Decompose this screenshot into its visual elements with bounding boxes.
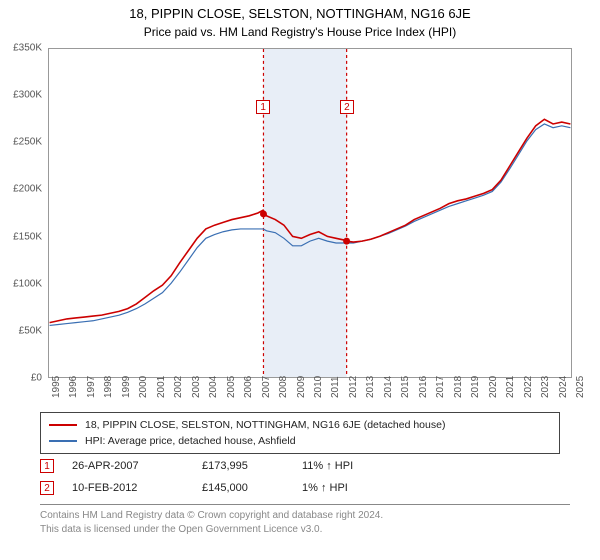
footer-attribution: Contains HM Land Registry data © Crown c… [40, 504, 570, 536]
sales-table: 1 26-APR-2007 £173,995 11% ↑ HPI 2 10-FE… [40, 455, 560, 499]
y-tick-label: £100K [2, 278, 42, 289]
y-tick-label: £250K [2, 137, 42, 148]
sale-price: £173,995 [202, 460, 302, 472]
y-tick-label: £300K [2, 90, 42, 101]
sale-marker-icon: 1 [256, 100, 270, 114]
sale-pct: 1% ↑ HPI [302, 482, 402, 494]
legend-swatch [49, 440, 77, 442]
y-tick-label: £50K [2, 325, 42, 336]
legend-swatch [49, 424, 77, 426]
y-tick-label: £200K [2, 184, 42, 195]
footer-line: Contains HM Land Registry data © Crown c… [40, 509, 570, 523]
y-tick-label: £0 [2, 373, 42, 384]
sale-date: 10-FEB-2012 [72, 482, 202, 494]
chart-subtitle: Price paid vs. HM Land Registry's House … [0, 21, 600, 39]
x-tick-label: 2025 [575, 376, 600, 398]
legend-box: 18, PIPPIN CLOSE, SELSTON, NOTTINGHAM, N… [40, 412, 560, 454]
legend-item: 18, PIPPIN CLOSE, SELSTON, NOTTINGHAM, N… [49, 417, 551, 433]
legend-label: 18, PIPPIN CLOSE, SELSTON, NOTTINGHAM, N… [85, 419, 445, 431]
y-tick-label: £150K [2, 231, 42, 242]
sale-pct: 11% ↑ HPI [302, 460, 402, 472]
legend-label: HPI: Average price, detached house, Ashf… [85, 435, 296, 447]
chart-title: 18, PIPPIN CLOSE, SELSTON, NOTTINGHAM, N… [0, 0, 600, 21]
sale-row: 2 10-FEB-2012 £145,000 1% ↑ HPI [40, 477, 560, 499]
sale-price: £145,000 [202, 482, 302, 494]
legend-item: HPI: Average price, detached house, Ashf… [49, 433, 551, 449]
y-tick-label: £350K [2, 43, 42, 54]
plot-area [48, 48, 572, 378]
sale-marker-icon: 2 [40, 481, 54, 495]
sale-date: 26-APR-2007 [72, 460, 202, 472]
chart-container: 18, PIPPIN CLOSE, SELSTON, NOTTINGHAM, N… [0, 0, 600, 560]
sale-marker-icon: 1 [40, 459, 54, 473]
sale-row: 1 26-APR-2007 £173,995 11% ↑ HPI [40, 455, 560, 477]
line-svg [49, 49, 571, 377]
sale-marker-icon: 2 [340, 100, 354, 114]
footer-line: This data is licensed under the Open Gov… [40, 523, 570, 537]
